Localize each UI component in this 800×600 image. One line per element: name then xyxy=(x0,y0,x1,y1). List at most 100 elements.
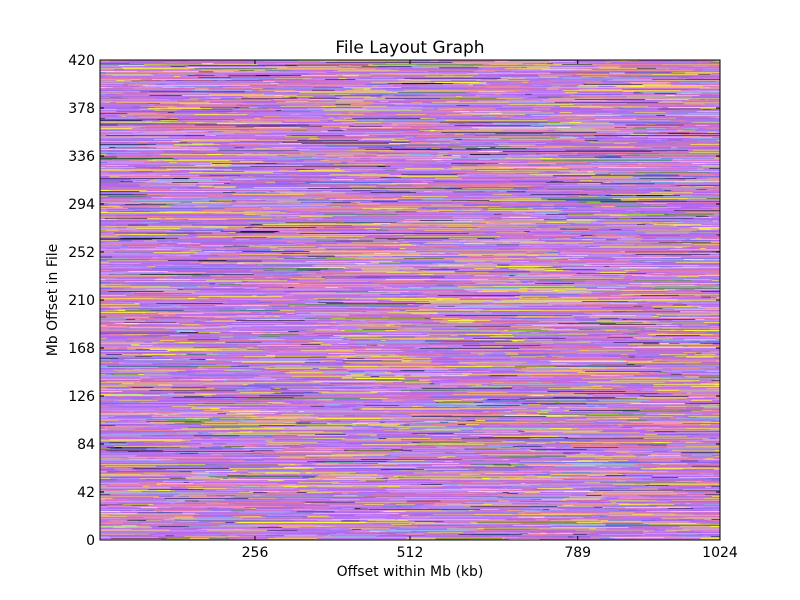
file-extent-segment xyxy=(172,371,202,373)
file-extent-segment xyxy=(212,521,238,522)
file-extent-segment xyxy=(146,368,197,370)
file-extent-segment xyxy=(618,413,660,415)
file-extent-segment xyxy=(682,422,721,424)
file-extent-segment xyxy=(100,408,137,410)
file-extent-segment xyxy=(322,492,429,494)
file-extent-segment xyxy=(546,449,573,451)
file-extent-segment xyxy=(169,518,196,520)
file-extent-segment xyxy=(615,446,632,448)
file-extent-segment xyxy=(365,480,388,482)
file-extent-segment xyxy=(416,493,476,494)
file-extent-segment xyxy=(217,474,247,476)
file-extent-segment xyxy=(394,369,405,371)
file-extent-segment xyxy=(595,479,621,481)
file-extent-segment xyxy=(231,460,316,462)
file-extent-segment xyxy=(100,473,142,475)
file-extent-segment xyxy=(678,410,692,412)
file-extent-segment xyxy=(250,417,319,419)
file-extent-segment xyxy=(667,471,692,473)
file-extent-segment xyxy=(711,485,721,487)
file-extent-segment xyxy=(100,391,184,393)
file-extent-segment xyxy=(359,398,388,400)
file-extent-segment xyxy=(535,500,563,501)
file-extent-segment xyxy=(417,486,523,488)
file-extent-segment xyxy=(432,517,443,518)
file-extent-segment xyxy=(456,381,508,383)
file-extent-segment xyxy=(436,426,447,428)
file-extent-segment xyxy=(274,438,303,440)
file-extent-segment xyxy=(100,529,200,531)
file-extent-segment xyxy=(248,390,285,392)
file-extent-segment xyxy=(100,476,106,478)
file-extent-segment xyxy=(637,385,654,387)
file-extent-segment xyxy=(167,514,195,516)
file-extent-segment xyxy=(177,485,193,486)
file-extent-segment xyxy=(699,441,721,442)
file-extent-segment xyxy=(355,463,511,465)
file-extent-segment xyxy=(262,453,274,454)
file-extent-segment xyxy=(112,525,123,526)
file-extent-segment xyxy=(613,520,642,522)
file-extent-segment xyxy=(457,428,550,429)
file-extent-segment xyxy=(216,493,328,494)
file-extent-segment xyxy=(221,532,262,533)
file-extent-segment xyxy=(550,471,645,473)
file-extent-segment xyxy=(215,477,253,478)
file-extent-segment xyxy=(716,405,721,406)
file-extent-segment xyxy=(602,496,608,497)
file-extent-segment xyxy=(598,452,608,454)
file-extent-segment xyxy=(523,472,544,474)
file-extent-segment xyxy=(100,506,108,508)
file-extent-segment xyxy=(274,413,302,414)
file-extent-segment xyxy=(189,405,267,406)
file-extent-segment xyxy=(680,415,691,417)
file-extent-segment xyxy=(449,370,483,372)
file-extent-segment xyxy=(127,420,141,422)
file-extent-segment xyxy=(100,420,110,422)
file-extent-segment xyxy=(100,481,118,483)
file-extent-segment xyxy=(299,374,333,376)
file-extent-segment xyxy=(100,467,129,469)
file-extent-segment xyxy=(674,446,686,448)
file-extent-segment xyxy=(640,482,721,484)
file-extent-segment xyxy=(433,514,552,516)
file-extent-segment xyxy=(670,535,703,537)
file-extent-segment xyxy=(123,490,132,492)
file-extent-segment xyxy=(119,384,173,385)
file-extent-segment xyxy=(100,407,121,409)
file-extent-segment xyxy=(211,446,226,448)
file-extent-segment xyxy=(348,371,365,373)
file-extent-segment xyxy=(569,446,616,448)
file-extent-segment xyxy=(256,444,287,446)
file-extent-segment xyxy=(210,522,226,524)
file-extent-segment xyxy=(534,366,551,368)
file-extent-segment xyxy=(514,500,529,502)
file-extent-segment xyxy=(100,437,212,439)
file-extent-segment xyxy=(185,480,204,481)
file-extent-segment xyxy=(657,389,680,391)
file-extent-segment xyxy=(634,467,721,469)
file-extent-segment xyxy=(678,386,692,388)
file-extent-segment xyxy=(685,450,691,452)
file-extent-segment xyxy=(227,442,330,444)
file-extent-segment xyxy=(328,514,356,516)
file-extent-segment xyxy=(534,474,551,476)
file-extent-segment xyxy=(535,376,578,377)
file-extent-segment xyxy=(306,490,330,492)
file-extent-segment xyxy=(255,373,344,375)
file-extent-segment xyxy=(114,447,123,449)
file-extent-segment xyxy=(591,420,612,421)
file-extent-segment xyxy=(146,466,220,468)
file-extent-segment xyxy=(514,477,628,478)
file-extent-segment xyxy=(164,524,241,526)
file-extent-segment xyxy=(314,514,321,516)
file-extent-segment xyxy=(184,440,192,441)
file-extent-segment xyxy=(274,438,361,440)
file-extent-segment xyxy=(577,504,615,505)
file-extent-segment xyxy=(297,529,352,531)
file-extent-segment xyxy=(393,525,405,526)
file-extent-segment xyxy=(304,376,330,378)
file-extent-segment xyxy=(246,416,252,418)
file-extent-segment xyxy=(458,471,473,473)
file-extent-segment xyxy=(411,464,421,465)
